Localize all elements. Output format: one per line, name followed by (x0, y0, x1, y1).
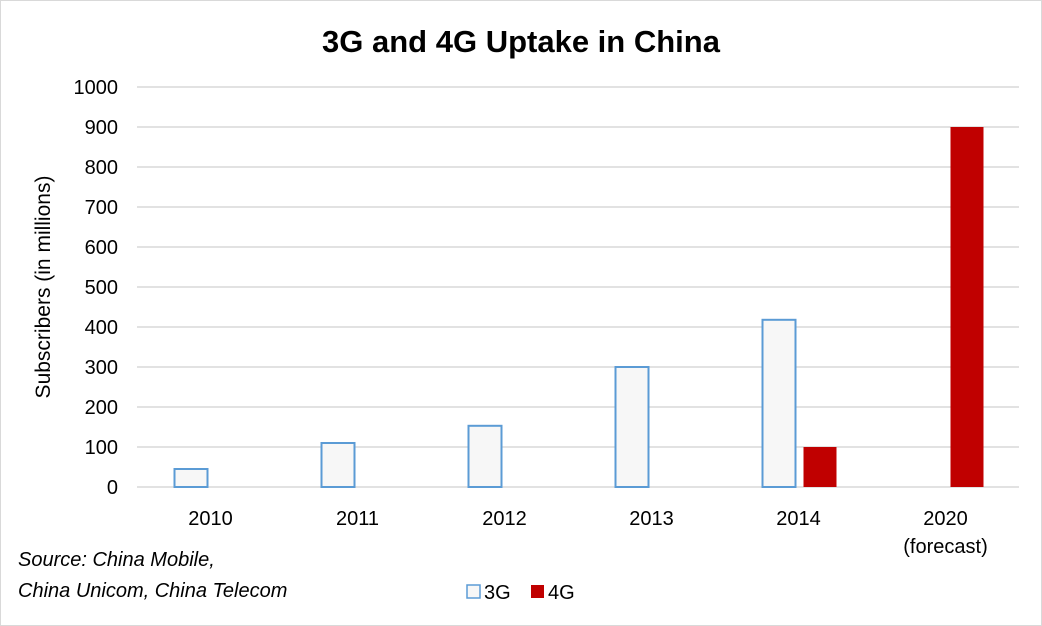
x-axis-ticks: 2010 2011 2012 2013 2014 2020 (forecast) (188, 508, 987, 558)
bar-3g-2013 (614, 366, 650, 488)
bar-4g-2014 (803, 447, 837, 487)
bar-4g-2020 (950, 127, 984, 487)
y-tick-label: 1000 (74, 77, 119, 99)
bar-3g-2014 (761, 318, 797, 488)
source-note-line2: China Unicom, China Telecom (18, 580, 287, 602)
chart-title: 3G and 4G Uptake in China (322, 24, 721, 59)
y-tick-label: 100 (85, 437, 118, 459)
y-tick-label: 300 (85, 357, 118, 379)
bar-3g-2011 (320, 442, 356, 488)
source-note-line1: Source: China Mobile, (18, 549, 215, 571)
legend-swatch-4g (531, 585, 544, 598)
y-tick-label: 900 (85, 117, 118, 139)
y-tick-label: 800 (85, 157, 118, 179)
y-tick-label: 200 (85, 397, 118, 419)
bar-3g-2012 (467, 424, 503, 488)
y-tick-label: 600 (85, 237, 118, 259)
legend-label-4g: 4G (548, 582, 575, 604)
bars (173, 127, 984, 488)
x-tick-label: 2013 (629, 508, 674, 530)
y-tick-label: 0 (107, 477, 118, 499)
y-tick-label: 700 (85, 197, 118, 219)
x-tick-label: 2011 (336, 508, 379, 530)
legend-swatch-3g (466, 584, 481, 599)
x-tick-sublabel: (forecast) (903, 536, 987, 558)
x-tick-label: 2012 (482, 508, 527, 530)
legend: 3G 4G (466, 582, 575, 604)
gridlines (137, 86, 1019, 488)
bar-3g-2010 (173, 468, 209, 488)
y-tick-label: 400 (85, 317, 118, 339)
legend-label-3g: 3G (484, 582, 511, 604)
x-tick-label: 2014 (776, 508, 821, 530)
y-axis-label: Subscribers (in millions) (32, 176, 55, 399)
x-tick-label: 2020 (923, 508, 968, 530)
y-axis-ticks: 0 100 200 300 400 500 600 700 800 900 1000 (74, 77, 119, 499)
x-tick-label: 2010 (188, 508, 233, 530)
y-tick-label: 500 (85, 277, 118, 299)
